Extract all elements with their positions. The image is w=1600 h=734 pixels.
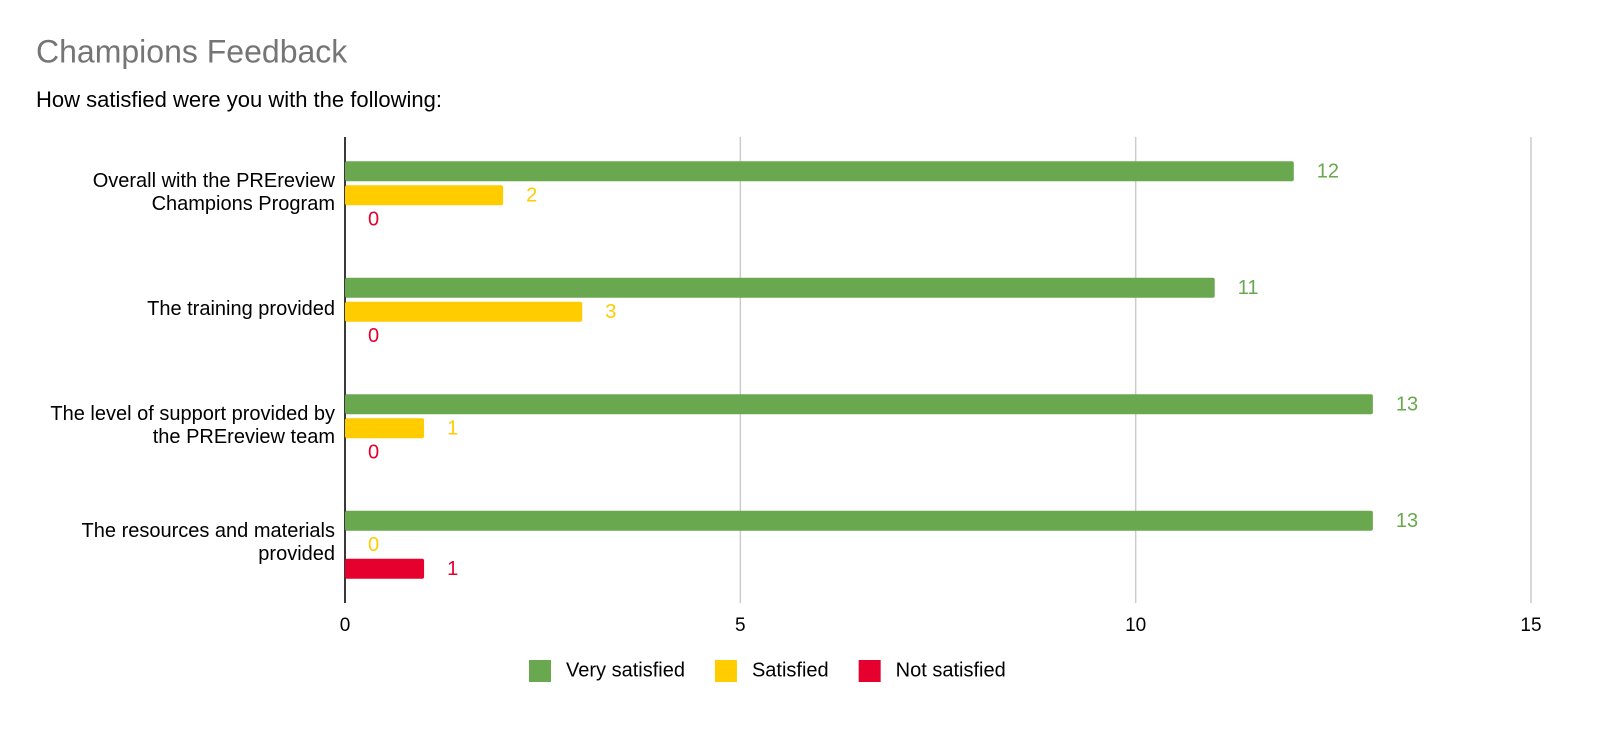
data-label: 13 [1396, 510, 1418, 532]
legend-label: Satisfied [752, 659, 829, 681]
data-label: 1 [447, 418, 458, 440]
data-label: 0 [368, 534, 379, 556]
data-label: 0 [368, 209, 379, 231]
bar [345, 418, 425, 439]
bar [345, 185, 504, 206]
legend-swatch [529, 660, 551, 682]
data-label: 12 [1317, 161, 1339, 183]
data-label: 1 [447, 558, 458, 580]
bar [345, 301, 583, 322]
data-label: 2 [526, 185, 537, 207]
legend-swatch [714, 660, 737, 682]
x-tick-label: 5 [735, 615, 746, 636]
y-tick-label: Overall with the PREreview Champions Pro… [92, 170, 335, 216]
y-tick-label: The training provided [147, 298, 335, 321]
y-tick-label: The level of support provided by the PRE… [50, 403, 335, 449]
y-tick-label: The resources and materials provided [81, 519, 335, 565]
x-tick-label: 15 [1520, 615, 1541, 636]
data-label: 3 [605, 301, 616, 323]
data-label: 0 [368, 442, 379, 464]
bar [345, 394, 1373, 415]
legend-label: Very satisfied [566, 659, 685, 681]
data-label: 13 [1396, 394, 1418, 416]
legend-label: Not satisfied [896, 659, 1006, 681]
x-tick-label: 0 [340, 615, 351, 636]
data-label: 11 [1238, 277, 1259, 299]
bar [345, 558, 425, 579]
bar [345, 510, 1373, 531]
legend-swatch [858, 660, 881, 682]
chart-title: Champions Feedback [36, 33, 348, 69]
chart-subtitle: How satisfied were you with the followin… [36, 87, 442, 112]
data-label: 0 [368, 325, 379, 347]
bar [345, 161, 1294, 182]
bar [345, 277, 1215, 298]
x-tick-label: 10 [1125, 615, 1146, 636]
